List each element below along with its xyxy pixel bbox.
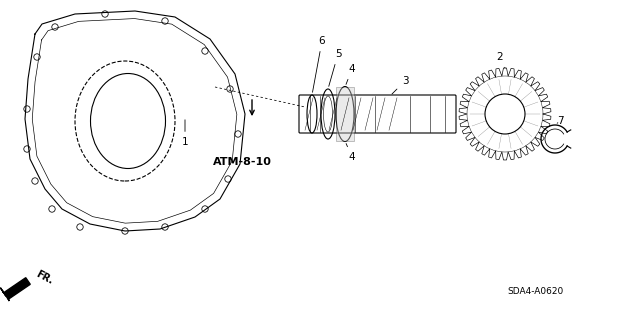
Text: 1: 1: [182, 120, 188, 147]
Text: 6: 6: [312, 36, 325, 92]
Bar: [336, 87, 354, 141]
Text: 7: 7: [557, 116, 563, 126]
Text: SDA4-A0620: SDA4-A0620: [507, 286, 563, 295]
Text: 3: 3: [392, 76, 408, 94]
Text: ATM-8-10: ATM-8-10: [212, 157, 271, 167]
Text: 2: 2: [497, 52, 505, 68]
Text: FR.: FR.: [34, 269, 54, 287]
Text: 4: 4: [346, 144, 355, 162]
Polygon shape: [1, 278, 30, 301]
Text: 4: 4: [346, 64, 355, 85]
Text: 5: 5: [329, 49, 341, 86]
